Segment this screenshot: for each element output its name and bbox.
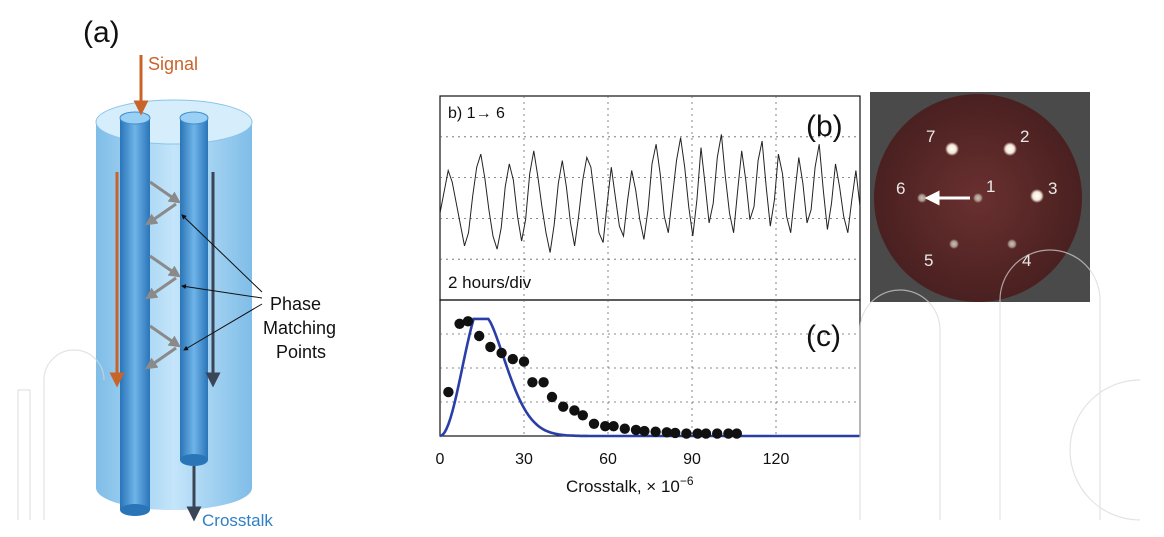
fiber-diagram-svg: (a) Signal	[83, 16, 336, 530]
panel-c-point-16	[608, 421, 619, 432]
panel-b-trace	[439, 134, 861, 253]
cladding-body	[96, 122, 252, 510]
panel-c-point-2	[462, 316, 474, 327]
panel-c-point-28	[731, 428, 742, 439]
panel-c-point-3	[474, 330, 485, 342]
panel-c-point-17	[619, 423, 630, 434]
phase-label-2: Matching	[263, 318, 336, 338]
panel-c-point-21	[661, 427, 672, 438]
x-tick-label-60: 60	[599, 451, 617, 468]
panel-c-point-0	[443, 386, 454, 398]
panel-c-point-23	[681, 428, 692, 439]
panel-b-label: (b)	[806, 110, 843, 143]
panel-c-point-14	[588, 418, 600, 429]
core-photo-svg: 7 2 6 1 3 5 4	[870, 92, 1090, 302]
core-label-3: 3	[1048, 179, 1057, 198]
plots-svg: b) 1→ 6 (b) 2 hours/div (c) 0 30 60 90 120 C…	[436, 95, 861, 496]
phase-label-1: Phase	[270, 294, 321, 314]
panel-c-point-13	[577, 410, 588, 421]
phase-label-3: Points	[276, 342, 326, 362]
panel-c-points	[443, 316, 742, 439]
panel-c-point-9	[538, 377, 549, 388]
panel-a-diagram: (a) Signal	[0, 0, 420, 532]
panel-c-point-27	[723, 428, 734, 439]
panel-c-point-12	[569, 405, 580, 416]
panel-c-point-25	[700, 428, 712, 439]
core-label-4: 4	[1022, 251, 1031, 270]
panel-c-grid	[440, 300, 860, 436]
core-label-2: 2	[1020, 127, 1029, 146]
x-tick-label-120: 120	[763, 451, 790, 468]
cladding-top-face	[95, 99, 253, 145]
panel-c-point-7	[518, 356, 530, 367]
crosstalk-label: Crosstalk	[202, 511, 273, 530]
panel-b-inset-label: b) 1→ 6	[448, 105, 505, 122]
panel-b-frame	[439, 95, 861, 301]
panel-c-point-8	[527, 377, 538, 388]
core-spot-2	[1003, 142, 1017, 156]
core-right-top	[179, 111, 209, 125]
core-label-7: 7	[926, 127, 935, 146]
core-left	[120, 118, 150, 510]
signal-label: Signal	[148, 54, 198, 74]
panel-c-point-6	[507, 353, 518, 365]
panel-c-point-20	[650, 426, 661, 437]
panel-c-point-5	[496, 347, 507, 359]
panel-c-point-4	[485, 341, 496, 353]
x-tick-label-90: 90	[683, 451, 701, 468]
panel-c-point-15	[600, 421, 611, 432]
x-tick-labels: 0 30 60 90 120	[436, 451, 790, 468]
core-spot-7	[945, 142, 959, 156]
core-photo: 7 2 6 1 3 5 4	[870, 92, 1090, 302]
panel-c-point-22	[670, 427, 681, 439]
panel-b-grid	[440, 96, 860, 300]
core-label-5: 5	[924, 251, 933, 270]
panel-c-point-19	[639, 425, 650, 437]
panel-c-point-18	[630, 424, 642, 436]
core-left-bottom	[120, 504, 150, 516]
core-left-top	[119, 111, 151, 125]
core-spot-1	[973, 193, 983, 203]
x-tick-label-0: 0	[436, 451, 445, 468]
panel-c-point-11	[558, 401, 569, 412]
panel-c-label: (c)	[806, 320, 841, 353]
coupling-arrows	[145, 180, 181, 370]
core-spot-4	[1007, 239, 1017, 249]
x-axis-label: Crosstalk, × 10−6	[566, 474, 694, 496]
panel-c-point-26	[712, 428, 723, 439]
panel-c-point-10	[546, 391, 558, 403]
panel-bc-plots: b) 1→ 6 (b) 2 hours/div (c) 0 30 60 90 120 C…	[420, 88, 880, 508]
panel-a-label: (a)	[83, 16, 120, 49]
x-tick-label-30: 30	[515, 451, 533, 468]
panel-c-fit-curve	[439, 317, 860, 438]
core-right-bottom	[180, 454, 208, 466]
core-spot-6	[917, 193, 927, 203]
core-spot-5	[949, 239, 959, 249]
core-spot-3	[1030, 189, 1044, 203]
panel-c-point-24	[692, 428, 703, 439]
core-label-1: 1	[986, 177, 995, 196]
panel-b-timescale: 2 hours/div	[448, 273, 532, 292]
panel-c-point-1	[454, 318, 465, 329]
phase-matching-pointers	[181, 214, 263, 351]
core-label-6: 6	[896, 179, 905, 198]
